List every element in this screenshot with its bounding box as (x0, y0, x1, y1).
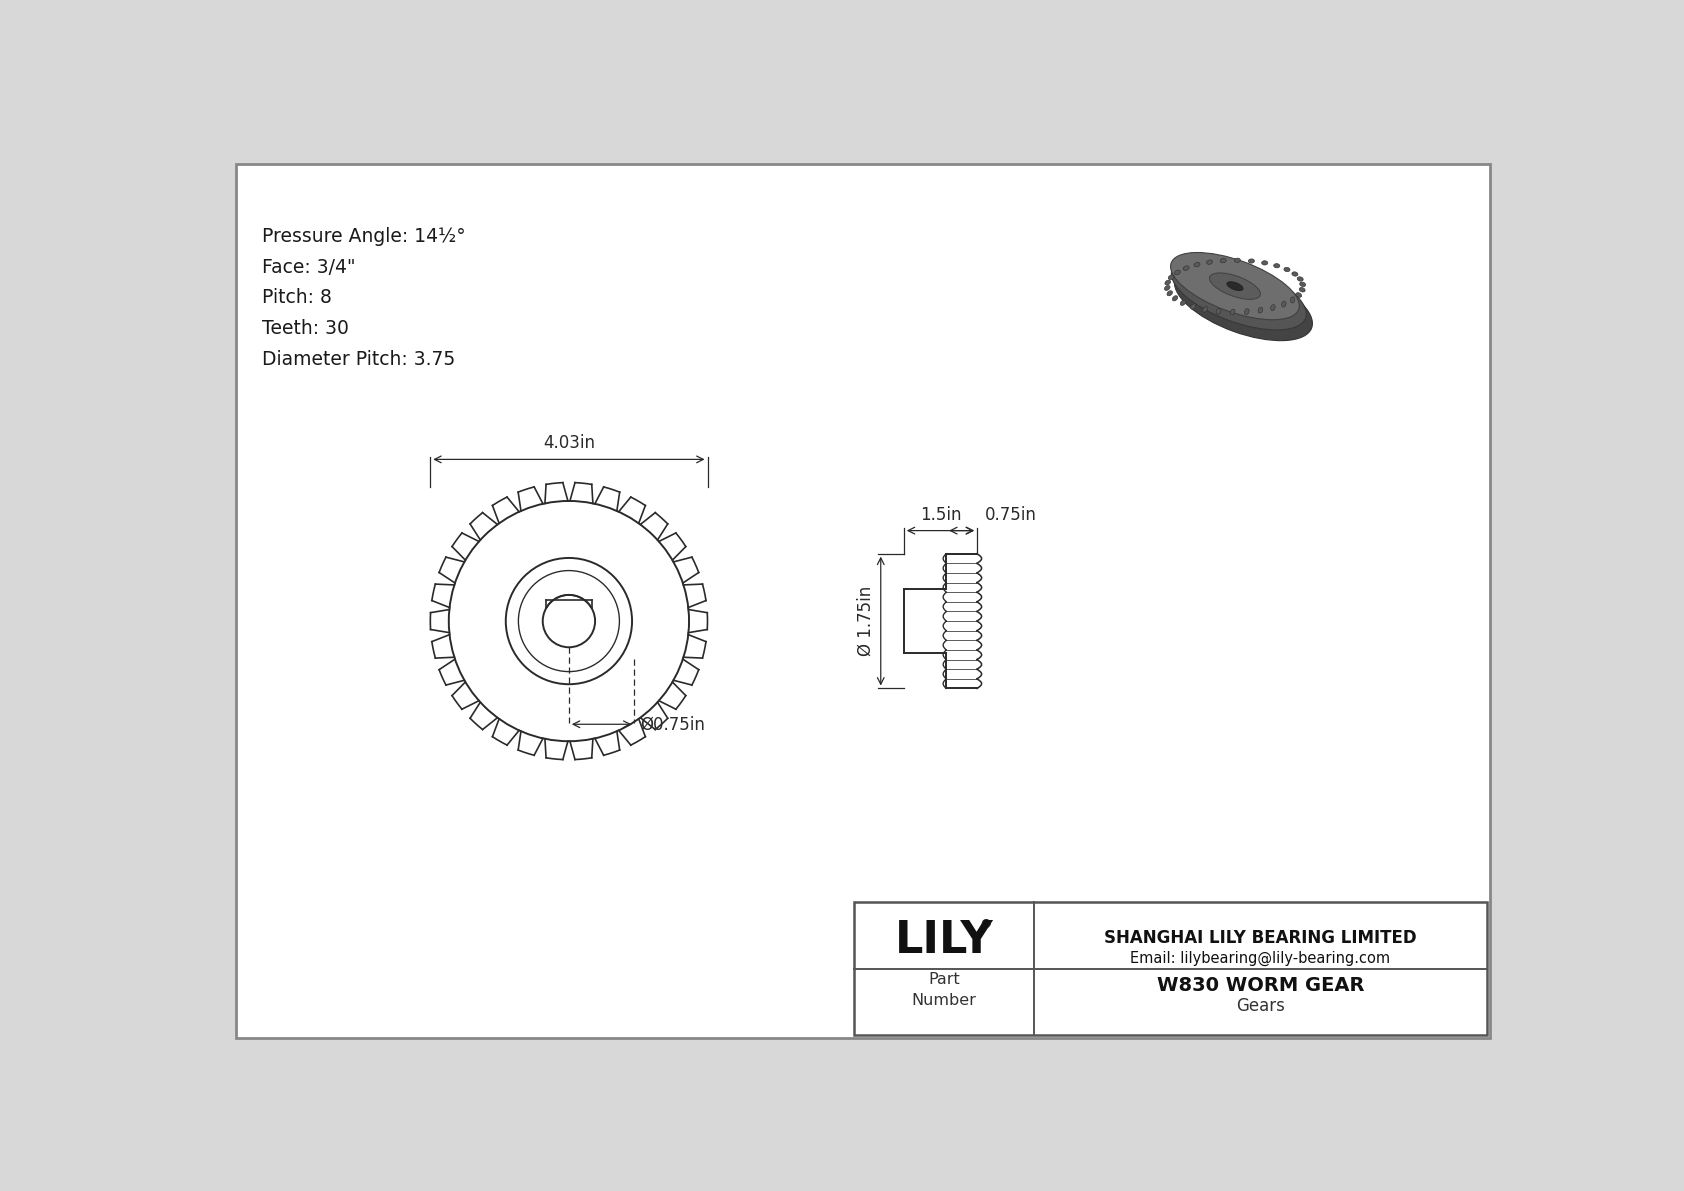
Text: Pressure Angle: 14½°: Pressure Angle: 14½° (263, 226, 466, 245)
Ellipse shape (1231, 310, 1234, 314)
Ellipse shape (1172, 257, 1307, 330)
Ellipse shape (1273, 263, 1280, 268)
Bar (854, 902, 1487, 1035)
Ellipse shape (1180, 300, 1186, 305)
Text: 4.03in: 4.03in (542, 435, 594, 453)
Text: ®: ® (980, 917, 992, 930)
Ellipse shape (1206, 260, 1212, 264)
Ellipse shape (1297, 276, 1303, 281)
Text: Ø 1.75in: Ø 1.75in (857, 586, 874, 656)
Text: 1.5in: 1.5in (919, 506, 962, 524)
Ellipse shape (1184, 266, 1189, 270)
Ellipse shape (1282, 301, 1287, 307)
Ellipse shape (1300, 282, 1305, 287)
Ellipse shape (1202, 306, 1207, 312)
Ellipse shape (1167, 291, 1172, 295)
Ellipse shape (1228, 282, 1243, 291)
Ellipse shape (1295, 293, 1302, 298)
Ellipse shape (1174, 270, 1180, 275)
Text: LILY: LILY (894, 918, 994, 962)
Ellipse shape (1216, 308, 1221, 314)
Text: SHANGHAI LILY BEARING LIMITED: SHANGHAI LILY BEARING LIMITED (1105, 929, 1416, 947)
Ellipse shape (1169, 275, 1174, 280)
Ellipse shape (1234, 258, 1241, 262)
Text: Diameter Pitch: 3.75: Diameter Pitch: 3.75 (263, 350, 456, 369)
Ellipse shape (1170, 252, 1300, 319)
Ellipse shape (1244, 308, 1250, 314)
Ellipse shape (1292, 272, 1298, 276)
Ellipse shape (1248, 258, 1255, 263)
Text: Pitch: 8: Pitch: 8 (263, 288, 332, 307)
Ellipse shape (1194, 262, 1201, 267)
Ellipse shape (1191, 304, 1196, 310)
Ellipse shape (1271, 305, 1275, 311)
Ellipse shape (1261, 261, 1268, 264)
Ellipse shape (1164, 286, 1170, 291)
Ellipse shape (1283, 267, 1290, 272)
Text: W830 WORM GEAR: W830 WORM GEAR (1157, 977, 1364, 996)
Text: Gears: Gears (1236, 997, 1285, 1015)
Text: Teeth: 30: Teeth: 30 (263, 319, 349, 338)
Ellipse shape (1221, 258, 1226, 263)
Ellipse shape (1290, 297, 1295, 303)
Ellipse shape (1174, 266, 1312, 341)
Ellipse shape (1165, 280, 1170, 285)
Text: Part
Number: Part Number (911, 972, 977, 1009)
Ellipse shape (1172, 295, 1177, 301)
Ellipse shape (1209, 273, 1260, 299)
Text: Ø0.75in: Ø0.75in (640, 716, 706, 734)
Text: 0.75in: 0.75in (985, 506, 1037, 524)
Text: Face: 3/4": Face: 3/4" (263, 257, 355, 276)
Ellipse shape (1300, 287, 1305, 292)
Ellipse shape (1258, 307, 1263, 313)
Text: Email: lilybearing@lily-bearing.com: Email: lilybearing@lily-bearing.com (1130, 952, 1391, 966)
